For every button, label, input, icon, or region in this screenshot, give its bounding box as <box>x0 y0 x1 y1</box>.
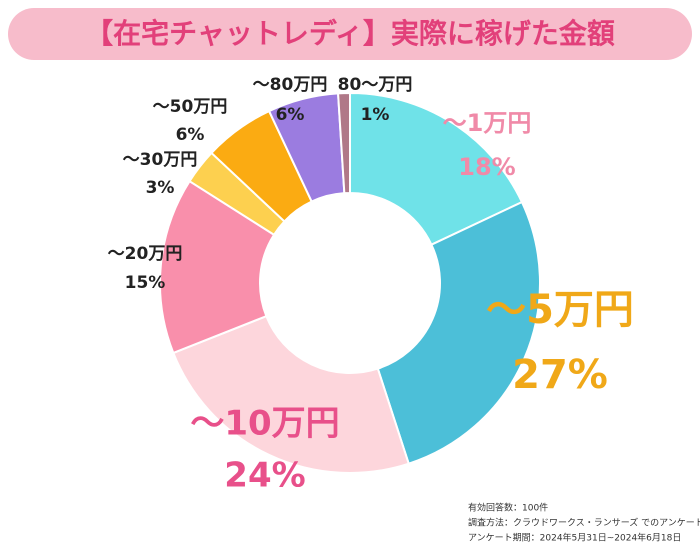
title-banner <box>8 8 692 60</box>
category-label: ～50万円 <box>153 97 228 117</box>
value-label: 15% <box>125 273 166 293</box>
category-label: ～20万円 <box>108 244 183 264</box>
category-label: 80～万円 <box>338 75 413 95</box>
donut-slice <box>337 91 351 195</box>
value-label: 27% <box>512 352 608 398</box>
chart-title: 【在宅チャットレディ】実際に稼げた金額 <box>85 17 615 50</box>
category-label: ～30万円 <box>123 150 198 170</box>
category-label: ～1万円 <box>443 109 532 137</box>
note: アンケート期間：2024年5月31日~2024年6月18日 <box>468 532 681 544</box>
value-label: 6% <box>176 125 205 145</box>
category-label: ～80万円 <box>253 75 328 95</box>
donut-slice <box>159 179 276 355</box>
note: 調査方法：クラウドワークス・ランサーズ でのアンケート <box>468 517 700 529</box>
value-label: 24% <box>224 456 305 496</box>
donut-slice <box>376 200 541 465</box>
note: 有効回答数：100件 <box>468 502 548 514</box>
category-label: ～5万円 <box>486 287 634 333</box>
donut-slice <box>349 91 524 247</box>
value-label: 1% <box>361 105 390 125</box>
category-label: ～10万円 <box>190 404 339 444</box>
value-label: 18% <box>458 153 515 181</box>
value-label: 3% <box>146 178 175 198</box>
value-label: 6% <box>276 105 305 125</box>
donut-slice <box>172 314 410 474</box>
